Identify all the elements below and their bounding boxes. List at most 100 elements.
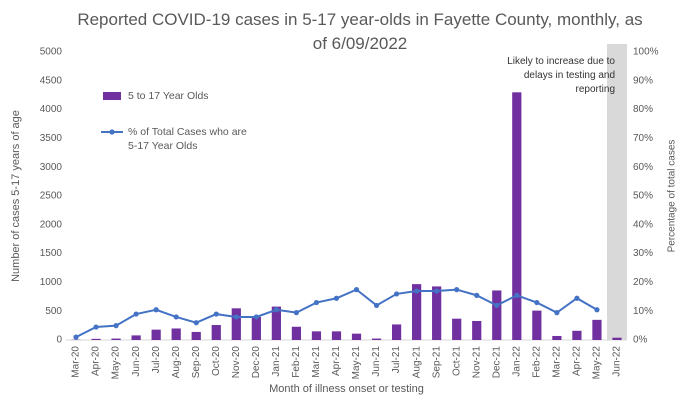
y-tick-label: 1000 [40, 277, 63, 288]
legend-label: % of Total Cases who are 5-17 Year Olds [128, 126, 247, 152]
y2-tick-label: 100% [633, 47, 659, 58]
x-tick-label: May-20 [111, 346, 122, 380]
legend-swatch [103, 92, 121, 100]
line-point [494, 302, 500, 309]
line-point [474, 292, 480, 298]
x-tick-label: Aug-21 [411, 346, 422, 379]
x-tick-label: Aug-20 [171, 346, 182, 379]
bar [391, 324, 402, 340]
line-point [514, 292, 520, 298]
shaded-band [606, 44, 627, 340]
bar [512, 92, 522, 340]
bar [552, 335, 562, 340]
chart-title: Reported COVID-19 cases in 5-17 year-old… [77, 10, 643, 53]
x-tick-label: Jul-20 [151, 346, 162, 374]
x-tick-label: Sep-20 [191, 346, 202, 379]
bar [231, 308, 241, 340]
line-point [253, 314, 259, 320]
line-point [434, 288, 440, 294]
x-tick-label: Nov-20 [231, 346, 242, 379]
bar [151, 329, 161, 340]
line-point [73, 334, 79, 340]
bar [351, 333, 362, 340]
bar [432, 286, 442, 340]
x-tick-label: Jun-20 [131, 346, 142, 377]
line-point [293, 310, 300, 316]
x-tick-label: Jan-21 [271, 346, 282, 377]
x-tick-label: Sep-21 [431, 346, 442, 379]
line-point [594, 307, 600, 313]
bar [191, 331, 201, 340]
line-point [213, 311, 219, 317]
x-tick-label: Mar-20 [71, 346, 82, 378]
x-tick-label: Dec-20 [251, 346, 262, 379]
y2-tick-label: 0% [633, 335, 648, 346]
y-tick-label: 5000 [40, 47, 63, 58]
bar [251, 316, 261, 340]
bar [532, 310, 542, 340]
line-point [393, 291, 400, 297]
y2-tick-label: 30% [633, 248, 653, 259]
bar [572, 330, 582, 340]
x-tick-label: Dec-21 [491, 346, 502, 379]
bar [311, 331, 322, 340]
bar [592, 319, 602, 340]
x-tick-label: Apr-20 [91, 346, 102, 376]
x-tick-label: Oct-21 [451, 346, 462, 376]
x-tick-label: Nov-21 [471, 346, 482, 379]
bar [91, 338, 101, 340]
y2-tick-label: 60% [633, 162, 653, 173]
line-point [333, 295, 340, 301]
legend-point [109, 129, 115, 135]
y2-tick-label: 50% [633, 191, 653, 202]
line-point [534, 299, 540, 306]
line-point [554, 310, 560, 316]
line-point [373, 302, 380, 309]
y-tick-label: 3000 [40, 162, 63, 173]
y2-tick-label: 20% [633, 277, 653, 288]
line-point [313, 299, 320, 306]
line-point [133, 311, 139, 317]
x-tick-label: May-21 [351, 346, 362, 380]
x-tick-label: Jan-22 [511, 346, 522, 377]
x-tick-label: Apr-22 [572, 346, 583, 376]
line-point [193, 320, 199, 326]
line-point [273, 307, 279, 313]
y-tick-label: 3500 [40, 133, 63, 144]
y2-tick-label: 40% [633, 219, 653, 230]
line-point [353, 287, 360, 293]
bar [171, 328, 181, 340]
line-point [233, 314, 239, 320]
y-tick-label: 4000 [40, 104, 63, 115]
x-tick-label: Apr-21 [331, 346, 342, 376]
bar [412, 284, 422, 340]
bar [371, 338, 382, 340]
y2-tick-label: 10% [633, 306, 653, 317]
y-tick-label: 0 [56, 335, 62, 346]
annotation: Likely to increase due to delays in test… [507, 56, 615, 95]
x-tick-label: Mar-21 [311, 346, 322, 378]
y-tick-label: 1500 [40, 248, 63, 259]
line-point [93, 324, 99, 330]
x-axis-label: Month of illness onset or testing [269, 383, 424, 395]
line-point [414, 288, 420, 294]
line-point [454, 287, 460, 293]
y-tick-label: 4500 [40, 75, 63, 86]
line-point [153, 307, 159, 313]
x-tick-label: Mar-22 [552, 346, 563, 378]
x-tick-label: Jun-21 [371, 346, 382, 377]
line-point [574, 295, 580, 301]
x-tick-label: Feb-21 [291, 346, 302, 378]
bar [211, 325, 221, 340]
x-tick-label: Oct-20 [211, 346, 222, 376]
bar [271, 306, 281, 340]
bar [131, 335, 141, 340]
x-tick-label: May-22 [592, 346, 603, 380]
y2-tick-label: 70% [633, 133, 653, 144]
y-tick-label: 500 [45, 306, 62, 317]
bar [612, 337, 622, 340]
bar [291, 326, 302, 340]
y2-tick-label: 90% [633, 75, 653, 86]
